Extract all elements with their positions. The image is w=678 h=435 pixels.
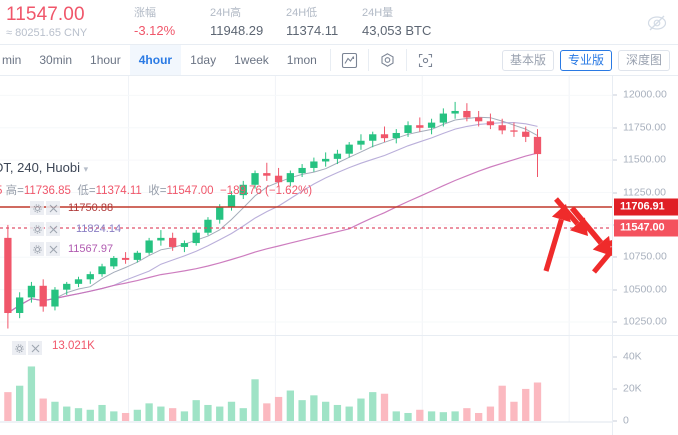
low-value: 11374.11 — [286, 22, 339, 38]
change-block: 涨幅 -3.12% — [134, 6, 200, 39]
line-tool-handles-1[interactable] — [30, 201, 60, 215]
price-axis-tick: 11250.00 — [613, 187, 678, 198]
volume-axis-tick: 40K — [613, 351, 678, 362]
high-value: 11948.29 — [210, 22, 264, 38]
timeframe-1hour[interactable]: 1hour — [90, 53, 121, 67]
volume-legend-value: 13.021K — [52, 340, 95, 352]
low-block: 24H低 11374.11 — [286, 6, 352, 39]
volume-axis-tick: 0 — [613, 415, 678, 427]
gear-icon[interactable] — [30, 242, 44, 256]
volume-label: 24H量 — [362, 6, 394, 19]
hline-label-3[interactable]: 11567.97 — [68, 243, 114, 255]
eye-slash-icon[interactable] — [646, 12, 668, 34]
view-mode-group: 基本版 专业版 深度图 — [501, 45, 678, 75]
close-icon[interactable] — [28, 341, 42, 355]
ohlc-legend: 5 高=11736.85 低=11374.11 收=11547.00 −189.… — [0, 182, 312, 198]
hline-label-2[interactable]: 11824.14 — [76, 223, 122, 235]
gear-icon[interactable] — [30, 222, 44, 236]
price-axis-tick: 10750.00 — [613, 251, 678, 263]
price-plot[interactable]: rt by TradingView DT, 240, Huobi ▾ 5 高=1… — [0, 76, 612, 335]
ohlc-high-value: 11736.85 — [23, 185, 71, 197]
toolbar-divider-2 — [367, 49, 369, 71]
view-pro-button[interactable]: 专业版 — [559, 49, 612, 71]
volume-block: 24H量 43,053 BTC — [362, 6, 431, 39]
last-price-block: 11547.00 ≈ 80251.65 CNY — [6, 4, 124, 40]
ohlc-high-key: 高= — [5, 185, 24, 197]
price-axis-tick: 11750.00 — [613, 122, 678, 133]
close-icon[interactable] — [46, 201, 60, 215]
close-icon[interactable] — [46, 242, 60, 256]
high-block: 24H高 11948.29 — [210, 6, 276, 39]
toolbar-divider-3 — [405, 49, 407, 71]
toolbar-spacer — [440, 45, 502, 75]
ohlc-close-key: 收= — [148, 185, 167, 197]
chart-toolbar: min 30min 1hour 4hour 1day 1week 1mon — [0, 45, 678, 76]
indicator-chart-icon[interactable] — [335, 45, 364, 75]
volume-value: 43,053 BTC — [362, 22, 432, 38]
volume-tool-handles[interactable] — [12, 341, 42, 355]
close-icon[interactable] — [46, 222, 60, 236]
view-basic-button[interactable]: 基本版 — [501, 49, 554, 71]
volume-pane[interactable]: 13.021K 40K 20K 0 — [0, 335, 678, 435]
timeframe-1week[interactable]: 1week — [234, 53, 269, 67]
gear-icon[interactable] — [12, 341, 26, 355]
last-price: 11547.00 — [6, 4, 85, 25]
volume-axis-tick: 20K — [613, 383, 678, 394]
ticker-header: 11547.00 ≈ 80251.65 CNY 涨幅 -3.12% 24H高 1… — [0, 0, 678, 45]
ohlc-prefix: 5 — [0, 185, 2, 197]
ohlc-change: −189.76 (−1.62%) — [219, 185, 313, 197]
price-axis-tick: 12000.00 — [613, 89, 678, 101]
price-tag-last[interactable]: 11547.00 — [614, 219, 678, 237]
change-label: 涨幅 — [134, 6, 156, 19]
price-canvas — [0, 76, 612, 335]
line-tool-handles-3[interactable] — [30, 242, 60, 256]
price-axis-tick: 10250.00 — [613, 316, 678, 328]
symbol-legend-text: DT, 240, Huobi — [0, 160, 80, 175]
chart-area[interactable]: rt by TradingView DT, 240, Huobi ▾ 5 高=1… — [0, 76, 678, 435]
ohlc-low-value: 11374.11 — [95, 185, 142, 197]
chevron-down-icon[interactable]: ▾ — [83, 164, 89, 174]
volume-axis[interactable]: 40K 20K 0 — [612, 336, 678, 435]
view-depth-button[interactable]: 深度图 — [617, 49, 670, 71]
fullscreen-icon[interactable] — [411, 45, 440, 75]
change-value: -3.12% — [134, 22, 176, 38]
ohlc-close-value: 11547.00 — [166, 185, 214, 197]
ohlc-low-key: 低= — [77, 185, 96, 197]
line-tool-handles-2[interactable] — [30, 222, 60, 236]
gear-icon[interactable] — [30, 201, 44, 215]
timeframe-1mon[interactable]: 1mon — [286, 53, 317, 67]
last-price-cny: ≈ 80251.65 CNY — [6, 27, 88, 39]
timeframe-4hour[interactable]: 4hour — [129, 45, 182, 75]
price-tag-line[interactable]: 11706.91 — [614, 198, 678, 216]
toolbar-divider — [329, 49, 331, 71]
symbol-legend[interactable]: DT, 240, Huobi ▾ — [0, 160, 88, 175]
timeframe-30min[interactable]: 30min — [39, 53, 73, 67]
timeframe-min[interactable]: min — [2, 53, 22, 67]
volume-canvas — [0, 336, 612, 423]
low-label: 24H低 — [286, 6, 318, 19]
timeframe-1day[interactable]: 1day — [190, 53, 217, 67]
price-axis[interactable]: 12000.0011750.0011500.0011250.0011000.00… — [612, 76, 678, 335]
volume-plot[interactable]: 13.021K — [0, 336, 612, 435]
high-label: 24H高 — [210, 6, 242, 19]
price-axis-tick: 11500.00 — [613, 154, 678, 166]
hline-label-1[interactable]: 11750.88 — [68, 202, 114, 214]
price-axis-tick: 10500.00 — [613, 284, 678, 295]
price-pane[interactable]: rt by TradingView DT, 240, Huobi ▾ 5 高=1… — [0, 76, 678, 335]
settings-hexagon-icon[interactable] — [373, 45, 402, 75]
